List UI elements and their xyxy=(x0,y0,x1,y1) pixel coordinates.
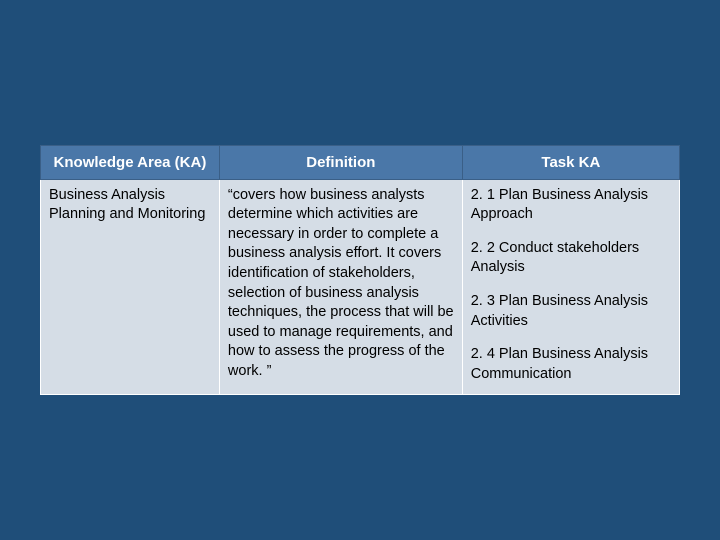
col-header-ka: Knowledge Area (KA) xyxy=(41,145,220,179)
task-item: 2. 1 Plan Business Analysis Approach xyxy=(471,186,671,225)
knowledge-area-table: Knowledge Area (KA) Definition Task KA B… xyxy=(40,145,680,396)
cell-definition: “covers how business analysts determine … xyxy=(219,179,462,395)
table-row: Business Analysis Planning and Monitorin… xyxy=(41,179,680,395)
task-item: 2. 2 Conduct stakeholders Analysis xyxy=(471,239,671,278)
cell-ka: Business Analysis Planning and Monitorin… xyxy=(41,179,220,395)
col-header-task: Task KA xyxy=(462,145,679,179)
task-item: 2. 4 Plan Business Analysis Communicatio… xyxy=(471,345,671,384)
cell-tasks: 2. 1 Plan Business Analysis Approach 2. … xyxy=(462,179,679,395)
task-item: 2. 3 Plan Business Analysis Activities xyxy=(471,292,671,331)
col-header-definition: Definition xyxy=(219,145,462,179)
table-header-row: Knowledge Area (KA) Definition Task KA xyxy=(41,145,680,179)
